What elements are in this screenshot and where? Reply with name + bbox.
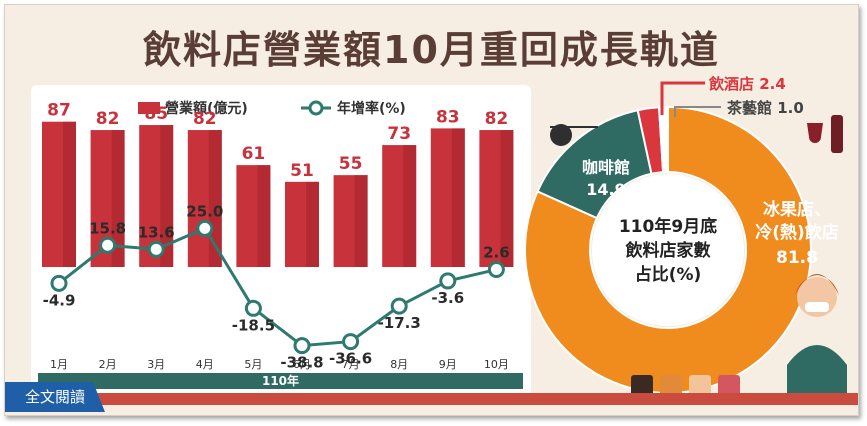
x-tick-label-2: 2月	[99, 358, 117, 371]
bar-shade-4	[208, 130, 222, 267]
growth-rate-label-2: 15.8	[89, 219, 126, 237]
growth-rate-label-4: 25.0	[186, 202, 223, 220]
growth-rate-point-1	[50, 274, 68, 292]
page-title: 飲料店營業額10月重回成長軌道	[143, 28, 720, 72]
growth-rate-point-6	[293, 337, 311, 355]
legend-swatch-bar	[138, 102, 160, 114]
x-tick-label-8: 8月	[390, 358, 408, 371]
growth-rate-point-2	[99, 236, 117, 254]
growth-rate-point-4	[196, 219, 214, 237]
infographic-frame: 飲料店營業額10月重回成長軌道 營業額(億元) 年增率(%) 87 1月 82 2月 85 3…	[4, 4, 859, 416]
donut-center-label-line-2: 飲料店家數	[625, 240, 711, 261]
wine-glass-icon	[807, 123, 823, 143]
bar-shade-9	[451, 128, 465, 267]
growth-rate-point-7	[342, 333, 360, 351]
slice-label-2: 咖啡館	[582, 158, 630, 177]
bar-value-label-9: 83	[436, 107, 460, 127]
bar-shade-5	[257, 165, 271, 267]
bar-line-chart: 營業額(億元) 年增率(%) 87 1月 82 2月 85 3月 82 4月 61 5月 51 6月 55 7…	[42, 100, 514, 372]
growth-rate-label-7: -36.6	[329, 350, 372, 368]
x-tick-label-6: 6月	[293, 358, 311, 371]
legend-marker-line	[308, 100, 324, 116]
growth-rate-point-3	[147, 240, 165, 258]
coffee-sign-icon	[550, 124, 572, 146]
bottom-ribbon	[5, 393, 858, 405]
x-tick-label-5: 5月	[244, 358, 262, 371]
bar-value-label-3: 85	[144, 104, 168, 124]
donut-center	[592, 174, 744, 326]
donut-center-label-line-3: 占比(%)	[635, 264, 702, 285]
wine-bottle-icon	[831, 115, 843, 153]
x-tick-label-10: 10月	[484, 358, 509, 371]
bar-value-label-8: 73	[387, 124, 411, 144]
growth-rate-label-6: -38.8	[280, 354, 323, 372]
slice-label-1-line-2: 冷(熱)飲店	[755, 222, 839, 243]
growth-rate-point-5	[244, 299, 262, 317]
slice-leader-4	[674, 106, 721, 117]
growth-rate-label-3: 13.6	[138, 223, 175, 241]
bar-shade-8	[403, 145, 417, 267]
bar-value-label-6: 51	[290, 161, 314, 181]
growth-rate-label-5: -18.5	[232, 316, 275, 334]
growth-rate-point-8	[390, 297, 408, 315]
bar-value-label-7: 55	[339, 154, 363, 174]
bar-value-label-5: 61	[242, 144, 266, 164]
read-full-article-button[interactable]: 全文閱讀	[5, 382, 105, 412]
growth-rate-label-8: -17.3	[378, 314, 421, 332]
year-label: 110年	[38, 373, 523, 389]
growth-rate-label-1: -4.9	[43, 291, 76, 309]
growth-rate-line	[58, 226, 497, 348]
bar-shade-3	[160, 125, 174, 267]
x-tick-label-3: 3月	[147, 358, 165, 371]
x-tick-label-7: 7月	[342, 358, 360, 371]
bar-shade-6	[306, 181, 319, 267]
x-tick-label-1: 1月	[50, 358, 68, 371]
chart-legend: 營業額(億元) 年增率(%)	[138, 100, 406, 117]
slice-value-2: 14.9	[586, 180, 625, 199]
growth-rate-point-10	[487, 261, 505, 279]
growth-rate-label-9: -3.6	[431, 289, 464, 307]
slice-leader-3	[660, 81, 705, 115]
bar-shade-7	[354, 175, 368, 267]
barista-apron	[787, 345, 847, 395]
slice-value-1: 81.8	[776, 248, 818, 268]
bar-shade-2	[111, 130, 125, 267]
donut-slice-1	[524, 105, 812, 394]
bar-value-label-10: 82	[485, 109, 509, 129]
slice-label-4: 茶藝館 1.0	[727, 99, 804, 117]
slice-label-3: 飲酒店 2.4	[708, 75, 786, 93]
bar-value-label-4: 82	[193, 109, 217, 129]
barista-mask	[805, 302, 829, 312]
bar-shade-1	[63, 121, 76, 268]
bar-value-label-1: 87	[47, 101, 71, 121]
donut-center-label-line-1: 110年9月底	[619, 216, 717, 237]
growth-rate-point-9	[439, 272, 457, 290]
bar-shade-10	[500, 130, 514, 267]
x-tick-label-9: 9月	[439, 358, 457, 371]
x-tick-label-4: 4月	[196, 358, 214, 371]
legend-label-bar: 營業額(億元)	[165, 100, 248, 117]
legend-label-line: 年增率(%)	[337, 100, 406, 117]
bar-value-label-2: 82	[96, 109, 120, 129]
barista-hair	[795, 274, 839, 295]
slice-label-1-line-1: 冰果店、	[763, 199, 831, 220]
growth-rate-label-10: 2.6	[483, 244, 510, 262]
